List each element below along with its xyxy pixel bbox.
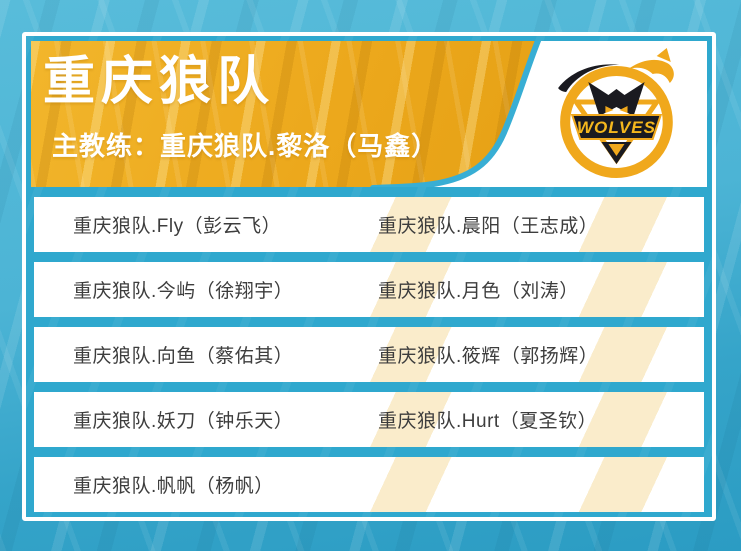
player-name: 重庆狼队.向鱼（蔡佑其）: [73, 346, 294, 367]
logo-wolf-eye-left: [605, 106, 614, 113]
logo-banner: [570, 114, 663, 140]
team-name-title: 重庆狼队: [43, 53, 276, 111]
wolves-logo: WOLVES: [558, 48, 674, 178]
roster-row-1: 重庆狼队.Fly（彭云飞） 重庆狼队.晨阳（王志成）: [34, 197, 704, 252]
player-name: 重庆狼队.晨阳（王志成）: [378, 216, 599, 237]
player-name: 重庆狼队.帆帆（杨帆）: [73, 476, 274, 497]
roster-row-2: 重庆狼队.今屿（徐翔宇） 重庆狼队.月色（刘涛）: [34, 262, 704, 317]
player-name: 重庆狼队.妖刀（钟乐天）: [73, 411, 294, 432]
roster-row-5: 重庆狼队.帆帆（杨帆）: [34, 457, 704, 512]
logo-wolf-ears: [588, 82, 645, 116]
card-header: WOLVES 重庆狼队 主教练：重庆狼队.黎洛（马鑫）: [31, 41, 707, 187]
logo-wolf-eye-right: [619, 106, 628, 113]
coach-line: 主教练：重庆狼队.黎洛（马鑫）: [52, 131, 439, 161]
player-name: 重庆狼队.筱辉（郭扬辉）: [378, 346, 599, 367]
logo-wordmark: WOLVES: [577, 118, 656, 137]
logo-bottom-triangle: [608, 144, 625, 156]
card-inner: WOLVES 重庆狼队 主教练：重庆狼队.黎洛（马鑫） 重庆狼队.Fly（彭云飞…: [31, 41, 707, 512]
player-name: 重庆狼队.月色（刘涛）: [378, 281, 579, 302]
curve-stripe: [370, 41, 542, 187]
logo-black-swoosh: [558, 64, 621, 92]
logo-ring: [560, 66, 673, 178]
team-roster-card: WOLVES 重庆狼队 主教练：重庆狼队.黎洛（马鑫） 重庆狼队.Fly（彭云飞…: [22, 32, 716, 521]
header-curve-art: WOLVES: [370, 41, 707, 187]
roster-row-4: 重庆狼队.妖刀（钟乐天） 重庆狼队.Hurt（夏圣钦）: [34, 392, 704, 447]
player-name: 重庆狼队.今屿（徐翔宇）: [73, 281, 294, 302]
roster-rows: 重庆狼队.Fly（彭云飞） 重庆狼队.晨阳（王志成） 重庆狼队.今屿（徐翔宇） …: [31, 197, 707, 512]
logo-flourish-ear: [656, 48, 671, 62]
logo-wolf-head-flourish: [624, 59, 674, 83]
roster-row-3: 重庆狼队.向鱼（蔡佑其） 重庆狼队.筱辉（郭扬辉）: [34, 327, 704, 382]
player-name: 重庆狼队.Fly（彭云飞）: [73, 216, 282, 237]
player-name: 重庆狼队.Hurt（夏圣钦）: [378, 411, 598, 432]
